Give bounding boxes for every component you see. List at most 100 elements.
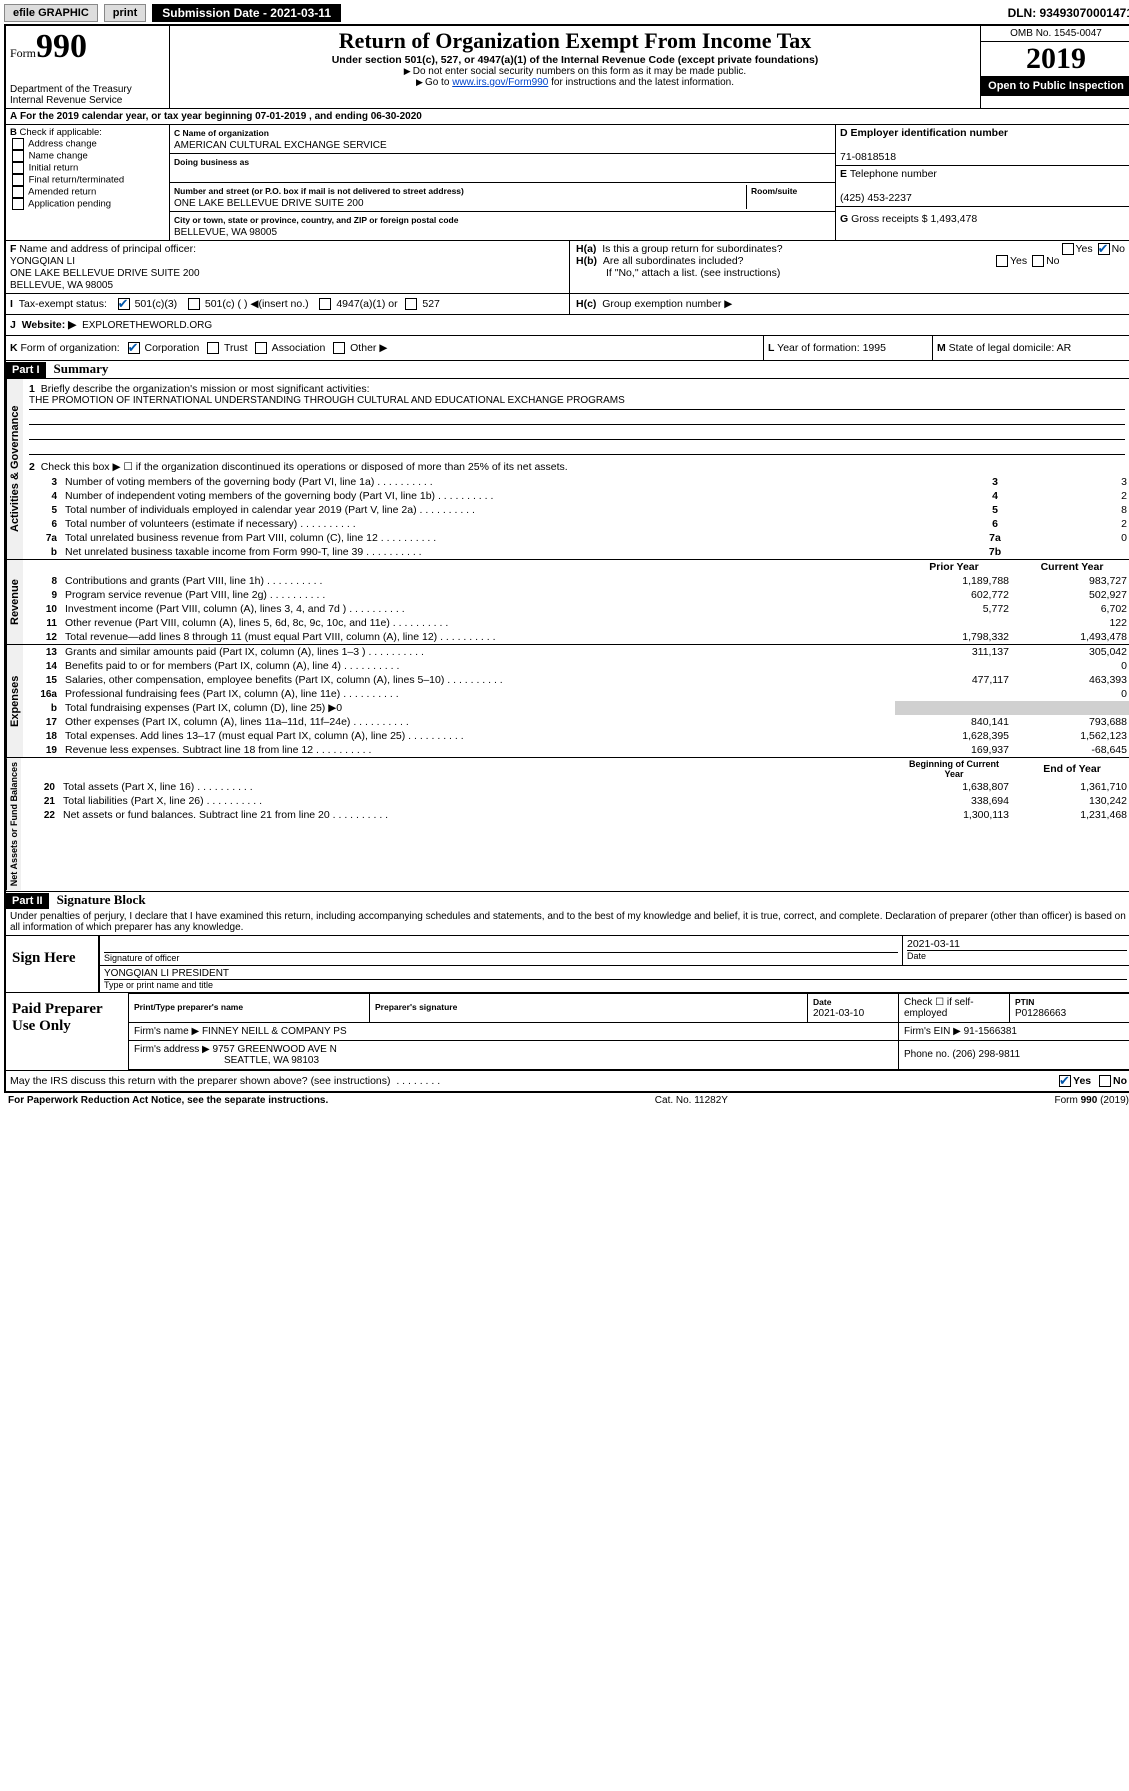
section-governance: Activities & Governance 1 Briefly descri… <box>6 378 1129 559</box>
curr-17: 793,688 <box>1013 715 1129 729</box>
curr-22: 1,231,468 <box>1013 808 1129 822</box>
chk-trust[interactable] <box>207 342 219 354</box>
toolbar: efile GRAPHIC print Submission Date - 20… <box>4 4 1129 22</box>
dept-label: Department of the Treasury Internal Reve… <box>10 84 165 106</box>
chk-final-return[interactable] <box>12 174 24 186</box>
val-line-4: 2 <box>1013 489 1129 503</box>
chk-4947[interactable] <box>319 298 331 310</box>
curr-13: 305,042 <box>1013 645 1129 659</box>
sign-name: YONGQIAN LI PRESIDENT <box>104 968 1127 979</box>
curr-12: 1,493,478 <box>1013 630 1129 644</box>
chk-address-change[interactable] <box>12 138 24 150</box>
curr-10: 6,702 <box>1013 602 1129 616</box>
chk-ha-yes[interactable] <box>1062 243 1074 255</box>
org-city: BELLEVUE, WA 98005 <box>174 227 277 238</box>
officer-block: F Name and address of principal officer:… <box>6 240 1129 293</box>
tax-year: 2019 <box>981 42 1129 76</box>
org-name: AMERICAN CULTURAL EXCHANGE SERVICE <box>174 140 387 151</box>
efile-button[interactable]: efile GRAPHIC <box>4 4 98 22</box>
chk-hb-no[interactable] <box>1032 255 1044 267</box>
phone: (425) 453-2237 <box>840 192 912 204</box>
chk-amended-return[interactable] <box>12 186 24 198</box>
section-netassets: Net Assets or Fund Balances Beginning of… <box>6 757 1129 890</box>
form-title: Return of Organization Exempt From Incom… <box>176 28 974 54</box>
curr-8: 983,727 <box>1013 574 1129 588</box>
curr-b <box>1013 701 1129 715</box>
irs-link[interactable]: www.irs.gov/Form990 <box>452 77 548 88</box>
chk-corp[interactable] <box>128 342 140 354</box>
mission-text: THE PROMOTION OF INTERNATIONAL UNDERSTAN… <box>29 395 1125 410</box>
dln-label: DLN: 93493070001471 <box>1008 6 1129 20</box>
prior-9: 602,772 <box>895 588 1013 602</box>
firm-ein: 91-1566381 <box>964 1026 1017 1037</box>
gross-receipts: 1,493,478 <box>930 213 977 225</box>
org-address: ONE LAKE BELLEVUE DRIVE SUITE 200 <box>174 198 364 209</box>
vtab-expenses: Expenses <box>6 645 23 757</box>
prior-13: 311,137 <box>895 645 1013 659</box>
curr-18: 1,562,123 <box>1013 729 1129 743</box>
chk-initial-return[interactable] <box>12 162 24 174</box>
val-line-7a: 0 <box>1013 531 1129 545</box>
sign-block: Sign Here Signature of officer 2021-03-1… <box>6 935 1129 992</box>
prior-16a <box>895 687 1013 701</box>
chk-name-change[interactable] <box>12 150 24 162</box>
curr-16a: 0 <box>1013 687 1129 701</box>
print-button[interactable]: print <box>104 4 146 22</box>
firm-phone: (206) 298-9811 <box>952 1049 1020 1060</box>
form-container: Form990 Department of the Treasury Inter… <box>4 24 1129 1093</box>
chk-discuss-no[interactable] <box>1099 1075 1111 1087</box>
ptin: P01286663 <box>1015 1008 1066 1019</box>
state-domicile: AR <box>1057 342 1072 354</box>
chk-assoc[interactable] <box>255 342 267 354</box>
chk-discuss-yes[interactable] <box>1059 1075 1071 1087</box>
note-goto: Go to www.irs.gov/Form990 for instructio… <box>176 77 974 88</box>
curr-19: -68,645 <box>1013 743 1129 757</box>
firm-name: FINNEY NEILL & COMPANY PS <box>202 1026 347 1037</box>
prior-15: 477,117 <box>895 673 1013 687</box>
chk-application-pending[interactable] <box>12 198 24 210</box>
section-revenue: Revenue Prior Year Current Year 8Contrib… <box>6 559 1129 644</box>
chk-501c3[interactable] <box>118 298 130 310</box>
prior-b <box>895 701 1013 715</box>
prior-11 <box>895 616 1013 630</box>
prior-17: 840,141 <box>895 715 1013 729</box>
prior-8: 1,189,788 <box>895 574 1013 588</box>
chk-other[interactable] <box>333 342 345 354</box>
vtab-revenue: Revenue <box>6 560 23 644</box>
prior-19: 169,937 <box>895 743 1013 757</box>
ein: 71-0818518 <box>840 151 896 163</box>
prior-22: 1,300,113 <box>895 808 1013 822</box>
chk-501c[interactable] <box>188 298 200 310</box>
curr-21: 130,242 <box>1013 794 1129 808</box>
part2-header: Part IISignature Block <box>6 891 1129 909</box>
prior-14 <box>895 659 1013 673</box>
prior-20: 1,638,807 <box>895 780 1013 794</box>
part1-header: Part ISummary <box>6 361 1129 378</box>
chk-hb-yes[interactable] <box>996 255 1008 267</box>
form-number: Form990 <box>10 28 165 66</box>
open-public-badge: Open to Public Inspection <box>981 76 1129 96</box>
vtab-netassets: Net Assets or Fund Balances <box>6 758 21 890</box>
entity-block: B Check if applicable: Address change Na… <box>6 125 1129 240</box>
val-line-3: 3 <box>1013 475 1129 489</box>
curr-15: 463,393 <box>1013 673 1129 687</box>
val-line-b <box>1013 545 1129 559</box>
curr-20: 1,361,710 <box>1013 780 1129 794</box>
prior-21: 338,694 <box>895 794 1013 808</box>
officer-name: YONGQIAN LI <box>10 256 75 267</box>
chk-ha-no[interactable] <box>1098 243 1110 255</box>
curr-9: 502,927 <box>1013 588 1129 602</box>
val-line-6: 2 <box>1013 517 1129 531</box>
omb-number: OMB No. 1545-0047 <box>981 26 1129 42</box>
website: EXPLORETHEWORLD.ORG <box>82 320 212 331</box>
submission-date: Submission Date - 2021-03-11 <box>152 4 341 22</box>
chk-527[interactable] <box>405 298 417 310</box>
footer: For Paperwork Reduction Act Notice, see … <box>4 1093 1129 1108</box>
prior-10: 5,772 <box>895 602 1013 616</box>
vtab-governance: Activities & Governance <box>6 379 23 559</box>
line-a: A For the 2019 calendar year, or tax yea… <box>6 109 1129 125</box>
sign-date: 2021-03-11 <box>907 938 1127 950</box>
discuss-row: May the IRS discuss this return with the… <box>6 1070 1129 1091</box>
prior-12: 1,798,332 <box>895 630 1013 644</box>
prior-18: 1,628,395 <box>895 729 1013 743</box>
